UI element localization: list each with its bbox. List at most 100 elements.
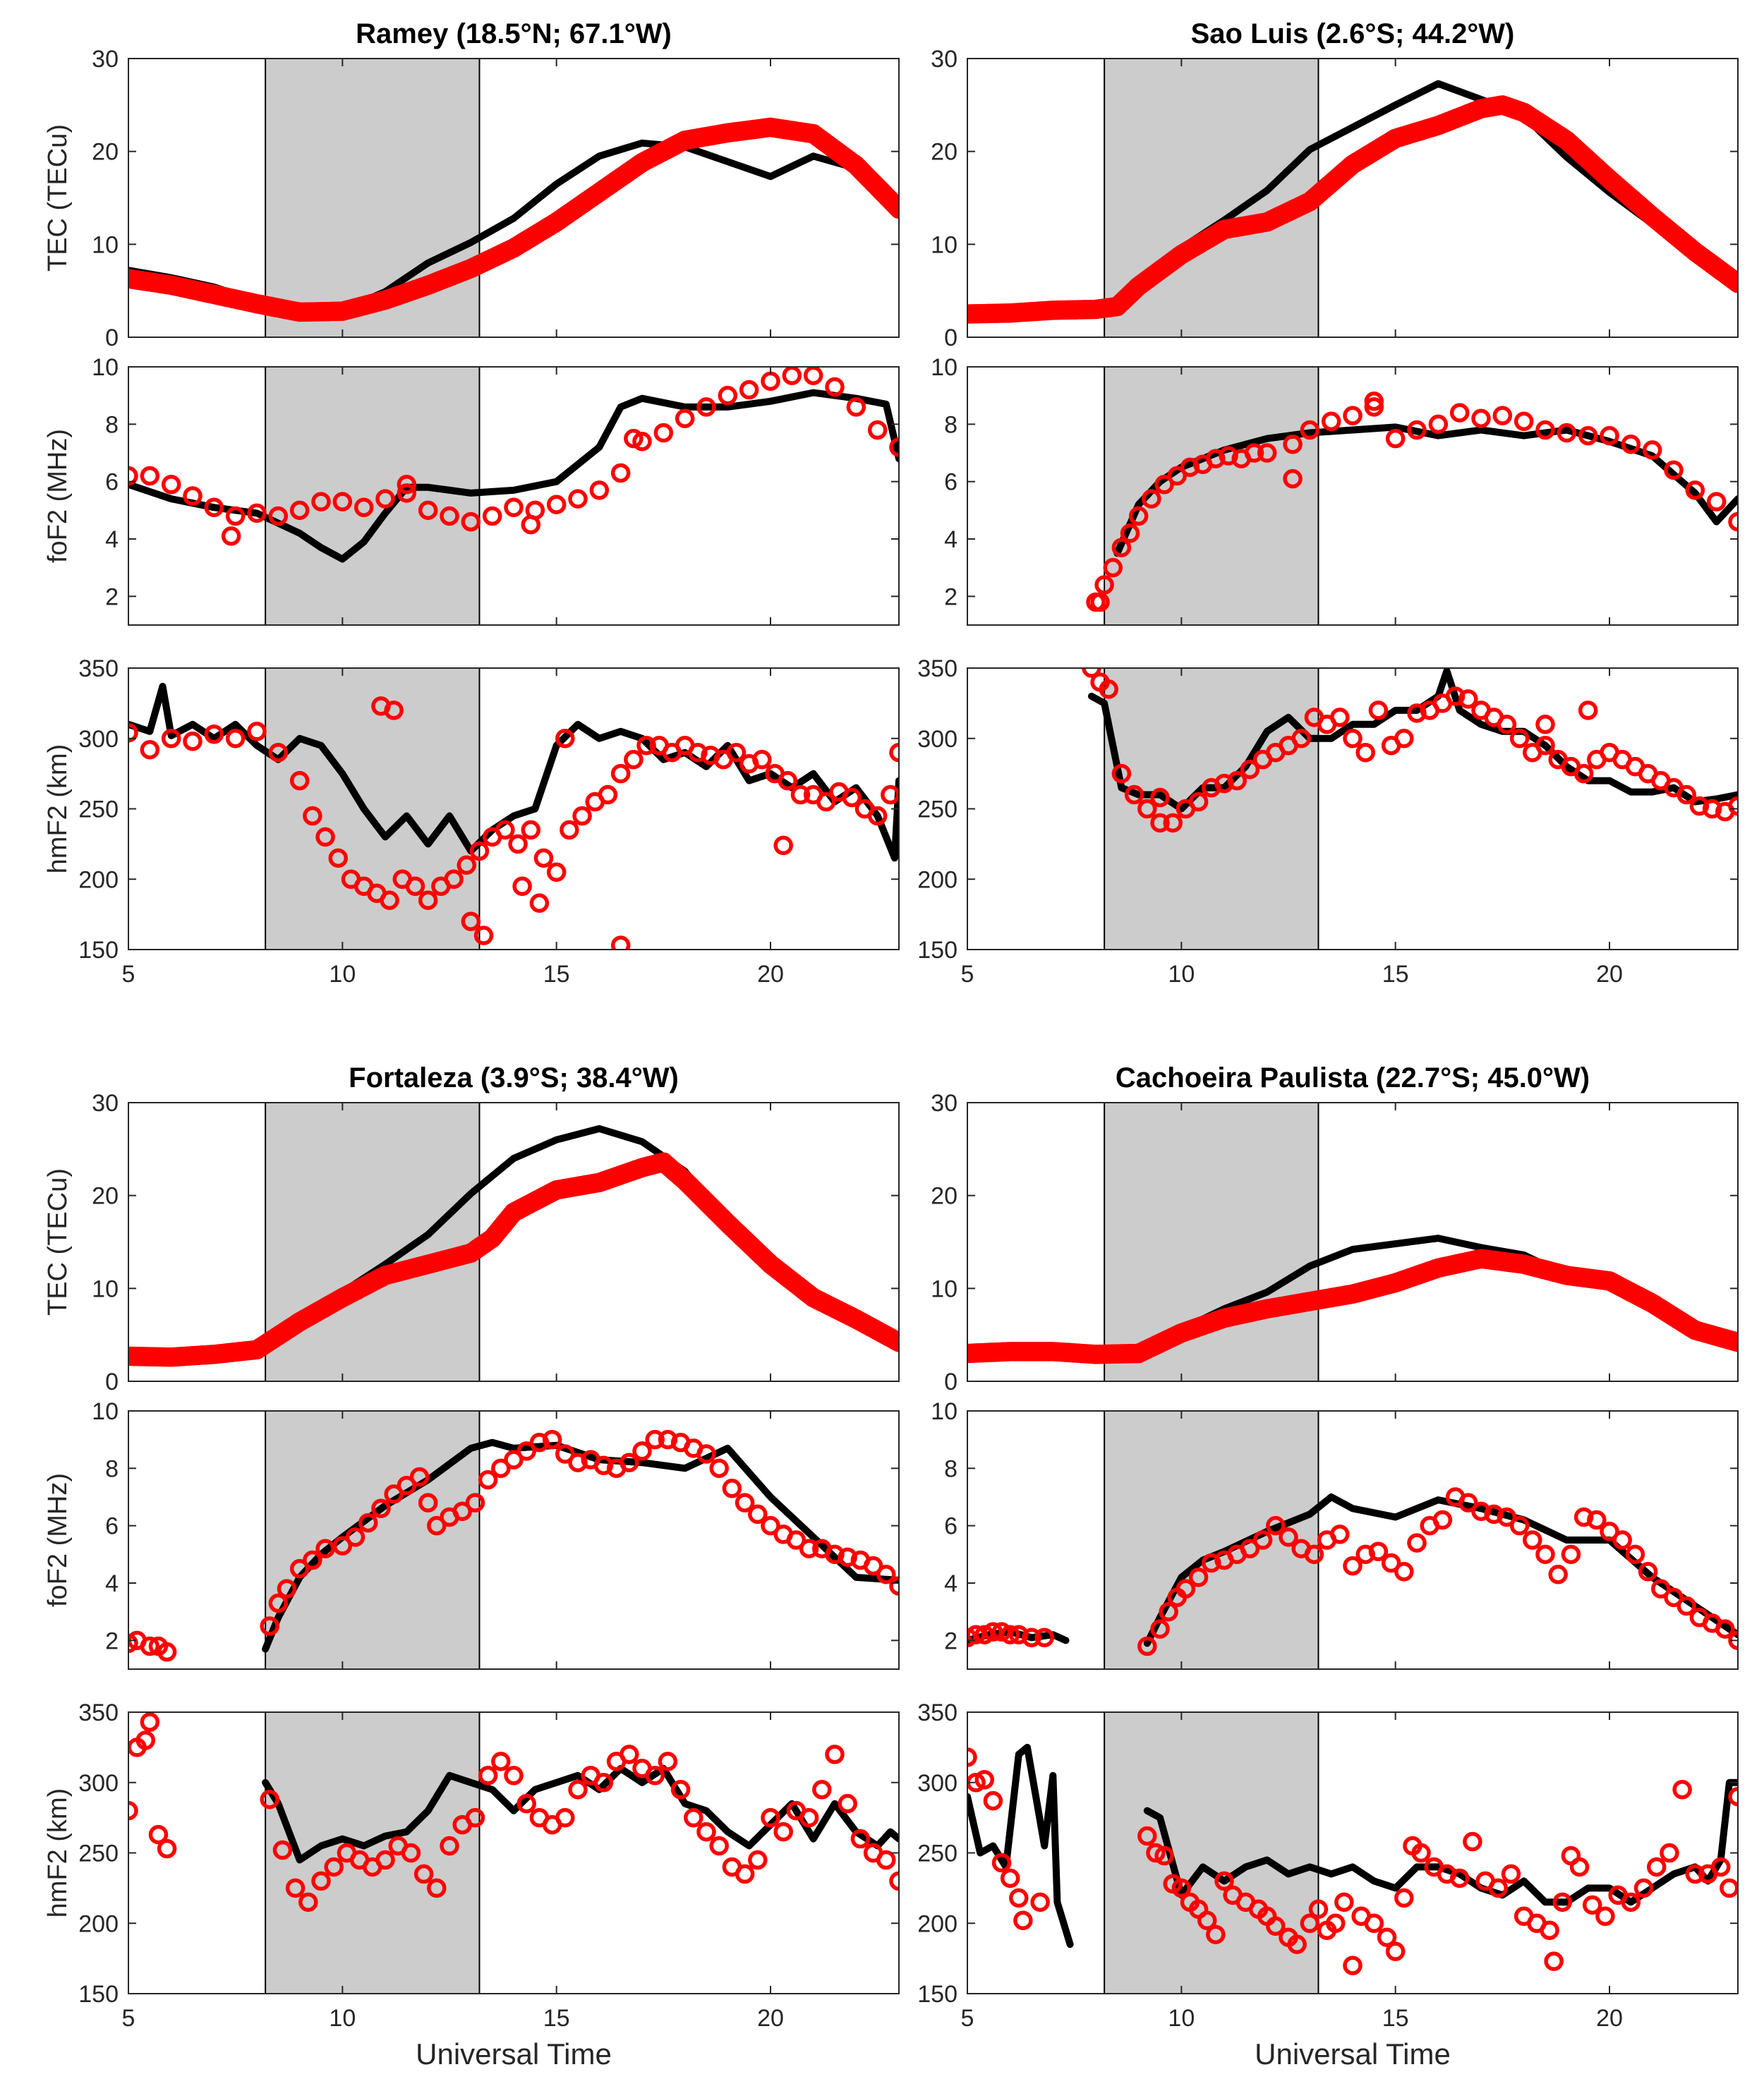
obs-point — [1463, 1831, 1482, 1852]
axes-frame — [967, 1410, 1739, 1670]
obs-point — [418, 890, 438, 910]
plot-area — [1082, 668, 1738, 833]
obs-point — [1355, 742, 1375, 763]
obs-point — [1573, 763, 1594, 784]
obs-point — [653, 423, 674, 443]
subplot-TEC: 0 10 20 30 TEC (TECu) — [43, 1090, 900, 1395]
obs-point — [624, 428, 644, 449]
obs-point — [555, 1444, 575, 1464]
obs-point — [533, 848, 554, 868]
obs-point — [128, 723, 138, 743]
y-tick-label: 2 — [105, 583, 119, 610]
obs-point — [140, 1636, 160, 1656]
obs-point — [345, 1527, 366, 1547]
obs-point — [778, 770, 798, 791]
subplot-foF2: 2 4 6 8 10 — [931, 1398, 1739, 1670]
obs-point — [140, 1712, 160, 1732]
obs-point — [465, 1807, 485, 1828]
obs-point — [204, 725, 224, 744]
obs-point — [867, 420, 888, 440]
obs-point — [465, 1493, 485, 1513]
obs-point — [157, 1838, 177, 1859]
obs-point — [1582, 1895, 1602, 1915]
plot-area — [128, 117, 899, 322]
y-tick-label: 2 — [944, 1628, 957, 1654]
obs-point — [1621, 1892, 1641, 1913]
axes-frame — [967, 58, 1739, 338]
obs-point — [1497, 1507, 1517, 1527]
obs-point — [1728, 1786, 1738, 1807]
obs-point — [1677, 1596, 1696, 1616]
y-tick-label: 250 — [78, 1841, 119, 1867]
subplot-TEC: 0 10 20 30 TEC (TECu) — [43, 46, 900, 351]
y-tick-label: 250 — [78, 796, 119, 823]
obs-point — [354, 497, 374, 518]
model-line — [128, 682, 899, 862]
plot-area — [1086, 392, 1738, 612]
obs-point — [1728, 1332, 1738, 1352]
obs-point — [1621, 435, 1641, 454]
obs-point — [405, 876, 425, 896]
y-tick-label: 200 — [917, 866, 957, 893]
obs-point — [1167, 466, 1188, 486]
obs-point — [610, 763, 631, 784]
plot-area — [967, 1487, 1738, 1656]
obs-point — [881, 784, 899, 805]
obs-point — [589, 480, 610, 500]
obs-point — [1569, 1857, 1590, 1877]
obs-point — [1150, 813, 1170, 833]
obs-point — [658, 1752, 678, 1771]
obs-point — [1266, 1916, 1286, 1936]
obs-point — [696, 1822, 716, 1842]
obs-point — [1471, 408, 1491, 428]
y-tick-label: 150 — [78, 937, 119, 964]
obs-point — [504, 497, 524, 518]
obs-point — [461, 511, 481, 532]
shaded-interval — [1104, 1103, 1319, 1381]
obs-point — [983, 1790, 1003, 1811]
shaded-interval — [265, 59, 480, 337]
axes-frame — [967, 1711, 1739, 1994]
obs-point — [1202, 1553, 1221, 1573]
x-tick-label: 15 — [543, 2005, 570, 2032]
obs-point — [735, 1493, 755, 1513]
y-tick-label: 300 — [917, 726, 957, 753]
obs-point — [1300, 420, 1320, 440]
obs-point — [546, 495, 567, 514]
obs-point — [140, 739, 160, 760]
obs-point — [1706, 492, 1727, 511]
obs-point — [568, 1453, 588, 1472]
x-tick-label: 5 — [122, 961, 135, 988]
obs-point — [1150, 787, 1170, 808]
x-tick-label: 20 — [757, 2005, 784, 2032]
obs-point — [1364, 392, 1384, 411]
axes-frame — [967, 1102, 1739, 1382]
obs-point — [260, 1789, 279, 1810]
subplot-foF2: 2 4 6 8 10 — [931, 354, 1739, 626]
obs-point — [593, 1773, 614, 1793]
y-tick-label: 300 — [78, 1770, 119, 1797]
x-tick-label: 20 — [1596, 2005, 1623, 2032]
obs-point — [620, 1453, 639, 1472]
model-line — [128, 139, 899, 315]
obs-point — [375, 489, 395, 509]
obs-point — [1343, 729, 1363, 748]
obs-point — [748, 1850, 768, 1870]
obs-point — [491, 1458, 511, 1479]
y-tick-label: 0 — [105, 1369, 119, 1395]
obs-point — [803, 367, 823, 385]
obs-point — [161, 729, 181, 748]
obs-point — [1283, 468, 1303, 489]
obs-point — [761, 371, 780, 392]
obs-point — [709, 1836, 729, 1856]
obs-point — [889, 1332, 899, 1352]
y-tick-label: 200 — [917, 1910, 957, 1937]
obs-point — [1660, 1843, 1679, 1863]
shaded-interval — [265, 1103, 480, 1381]
obs-point — [675, 408, 695, 428]
obs-point — [967, 1625, 986, 1644]
obs-point — [1321, 411, 1341, 432]
obs-point — [974, 1770, 995, 1790]
x-tick-label: 10 — [1168, 2005, 1195, 2032]
obs-point — [1304, 1544, 1324, 1565]
